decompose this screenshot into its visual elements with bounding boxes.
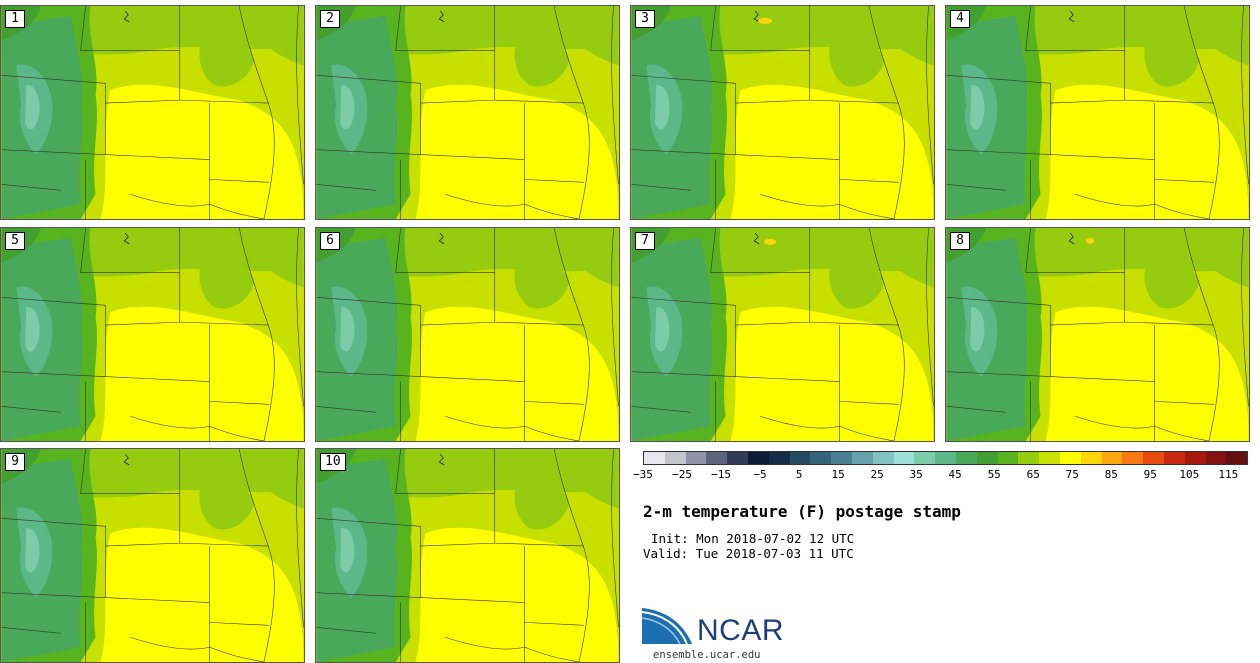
colorbar-swatch (644, 452, 665, 464)
colorbar-swatch (893, 452, 915, 464)
member-map-6: 6 (315, 227, 620, 442)
tick-label: −5 (753, 468, 767, 481)
colorbar-swatch (1226, 452, 1248, 464)
member-map-8: 8 (945, 227, 1250, 442)
temperature-colorbar (643, 451, 1248, 465)
colorbar-swatch (872, 452, 894, 464)
member-label: 10 (320, 453, 346, 471)
tick-label: −15 (711, 468, 731, 481)
member-label: 6 (320, 232, 340, 250)
colorbar-swatch (1101, 452, 1123, 464)
map-image (316, 228, 619, 441)
chart-title: 2-m temperature (F) postage stamp (643, 502, 961, 521)
logo-wordmark: NCAR (697, 614, 785, 647)
member-label: 5 (5, 232, 25, 250)
colorbar-swatch (1039, 452, 1060, 464)
colorbar-swatch (1080, 452, 1102, 464)
colorbar-swatch (768, 452, 790, 464)
member-map-1: 1 (0, 5, 305, 220)
colorbar-swatch (747, 452, 769, 464)
tick-label: 75 (1065, 468, 1079, 481)
tick-label: 45 (948, 468, 962, 481)
tick-label: 115 (1218, 468, 1239, 481)
map-image (631, 6, 934, 219)
map-image (316, 6, 619, 219)
colorbar-tick-labels: −35 −25 −15 −5 5 15 25 35 45 55 65 75 85… (633, 468, 1248, 482)
member-label: 3 (635, 10, 655, 28)
map-image (1, 449, 304, 662)
member-map-10: 10 (315, 448, 620, 663)
tick-label: −25 (672, 468, 692, 481)
colorbar-swatch (789, 452, 811, 464)
map-image (946, 228, 1249, 441)
tick-label: 55 (987, 468, 1001, 481)
colorbar-swatch (810, 452, 832, 464)
colorbar-swatch (851, 452, 873, 464)
member-map-4: 4 (945, 5, 1250, 220)
map-image (1, 228, 304, 441)
tick-label: 85 (1104, 468, 1118, 481)
map-image (631, 228, 934, 441)
colorbar-swatch (1143, 452, 1164, 464)
member-label: 1 (5, 10, 25, 28)
colorbar-swatch (685, 452, 707, 464)
tick-label: 65 (1026, 468, 1040, 481)
map-image (946, 6, 1249, 219)
init-time: Init: Mon 2018-07-02 12 UTC (651, 531, 855, 546)
colorbar-swatch (1184, 452, 1206, 464)
member-label: 2 (320, 10, 340, 28)
colorbar-swatch (1122, 452, 1144, 464)
member-map-2: 2 (315, 5, 620, 220)
colorbar-swatch (955, 452, 977, 464)
member-label: 8 (950, 232, 970, 250)
ncar-logo-icon (642, 608, 692, 645)
valid-time: Valid: Tue 2018-07-03 11 UTC (643, 546, 854, 561)
member-map-3: 3 (630, 5, 935, 220)
member-label: 9 (5, 453, 25, 471)
colorbar-swatch (1018, 452, 1040, 464)
tick-label: 105 (1179, 468, 1200, 481)
colorbar-swatch (1205, 452, 1227, 464)
member-map-7: 7 (630, 227, 935, 442)
tick-label: 95 (1143, 468, 1157, 481)
colorbar-swatch (1163, 452, 1185, 464)
member-map-5: 5 (0, 227, 305, 442)
colorbar-swatch (976, 452, 998, 464)
member-label: 4 (950, 10, 970, 28)
tick-label: 25 (870, 468, 884, 481)
member-map-9: 9 (0, 448, 305, 663)
map-image (1, 6, 304, 219)
tick-label: 5 (795, 468, 803, 481)
colorbar-swatch (914, 452, 936, 464)
colorbar-swatch (935, 452, 956, 464)
tick-label: 15 (831, 468, 845, 481)
colorbar-swatch (1059, 452, 1081, 464)
tick-label: −35 (633, 468, 653, 481)
tick-label: 35 (909, 468, 923, 481)
colorbar-swatch (831, 452, 852, 464)
colorbar-swatch (727, 452, 748, 464)
colorbar-swatch (706, 452, 728, 464)
colorbar-swatch (664, 452, 686, 464)
member-label: 7 (635, 232, 655, 250)
logo-url: ensemble.ucar.edu (653, 649, 761, 661)
map-image (316, 449, 619, 662)
colorbar-swatch (997, 452, 1019, 464)
